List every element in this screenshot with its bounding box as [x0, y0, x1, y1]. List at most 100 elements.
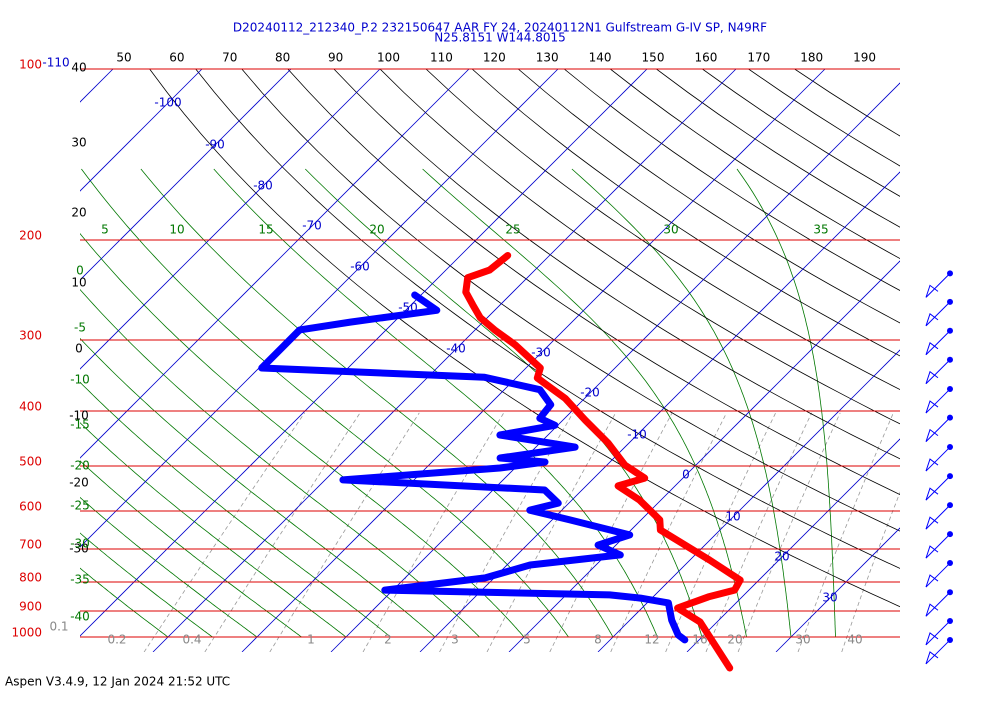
- dry-adiabat-label: 60: [169, 51, 184, 65]
- pressure-label: 300: [19, 329, 42, 343]
- footer: Aspen V3.4.9, 12 Jan 2024 21:52 UTC: [5, 675, 230, 689]
- left-height-label: 0: [75, 342, 83, 356]
- moist-adiabat: [81, 169, 568, 637]
- dry-adiabat-label: 80: [275, 51, 290, 65]
- chart-subtitle: N25.8151 W144.8015: [434, 31, 566, 45]
- wind-point: [947, 328, 953, 334]
- dry-adiabat-label: 150: [642, 51, 665, 65]
- isotherm-label: -60: [350, 260, 370, 274]
- left-height-label: 10: [71, 276, 86, 290]
- mixing-ratio-label: 0.1: [49, 620, 68, 634]
- isotherm: [331, 69, 914, 652]
- isotherm-label: -100: [154, 96, 181, 110]
- wind-point: [947, 589, 953, 595]
- dry-adiabat: [610, 69, 1000, 651]
- dry-adiabat-label: 100: [377, 51, 400, 65]
- dry-adiabat-label: 110: [430, 51, 453, 65]
- moist-adiabat: [0, 169, 302, 637]
- dry-adiabat: [334, 69, 1000, 651]
- mixing-ratio-label: 40: [847, 633, 862, 647]
- isotherm-label: -40: [446, 342, 466, 356]
- isotherm: [420, 69, 1000, 652]
- pressure-label: 1000: [11, 626, 42, 640]
- wind-point: [947, 415, 953, 421]
- dry-adiabat-label: 130: [536, 51, 559, 65]
- pressure-label: 700: [19, 538, 42, 552]
- moist-label-left: -5: [74, 321, 86, 335]
- dry-adiabat: [196, 69, 1000, 651]
- moist-label: 10: [169, 223, 184, 237]
- moist-label: 15: [258, 223, 273, 237]
- moist-label-left: -10: [70, 373, 90, 387]
- grid: [0, 69, 1000, 652]
- isotherm: [0, 69, 558, 652]
- wind-point: [947, 560, 953, 566]
- isotherm-label: -10: [627, 428, 647, 442]
- wind-point: [947, 444, 953, 450]
- isotherm-label: -110: [42, 56, 69, 70]
- mixing-ratio-label: 0.2: [107, 633, 126, 647]
- left-height-label: 20: [71, 206, 86, 220]
- dry-adiabat-label: 50: [116, 51, 131, 65]
- isotherm-label: 10: [725, 510, 740, 524]
- moist-adiabat: [0, 169, 346, 637]
- wind-point: [947, 473, 953, 479]
- moist-label-left: -20: [70, 459, 90, 473]
- moist-label: 5: [101, 223, 109, 237]
- mixing-ratio-label: 12: [644, 633, 659, 647]
- dry-adiabat: [288, 69, 1000, 651]
- moist-label: 30: [663, 223, 678, 237]
- wind-point: [947, 299, 953, 305]
- wind-point: [947, 357, 953, 363]
- mixing-ratio-label: 0.4: [182, 633, 201, 647]
- dry-adiabat-label: 170: [747, 51, 770, 65]
- isotherm: [0, 69, 291, 652]
- moist-label-left: -15: [70, 418, 90, 432]
- moist-label-left: -30: [70, 537, 90, 551]
- wind-point: [947, 386, 953, 392]
- dry-adiabat-label: 160: [694, 51, 717, 65]
- pressure-label: 100: [19, 58, 42, 72]
- left-height-label: -20: [69, 476, 89, 490]
- mixing-ratio-label: 30: [795, 633, 810, 647]
- mixing-ratio-label: 5: [523, 633, 531, 647]
- isotherm: [0, 69, 469, 652]
- pressure-label: 900: [19, 600, 42, 614]
- profile-line: [262, 295, 685, 640]
- isotherm-label: -70: [302, 219, 322, 233]
- moist-label-left: -35: [70, 573, 90, 587]
- dry-adiabat-label: 70: [222, 51, 237, 65]
- dry-adiabat: [795, 69, 1000, 651]
- mixing-ratio-line: [270, 413, 420, 652]
- isotherm: [509, 69, 1000, 652]
- isotherm-label: -90: [205, 138, 225, 152]
- mixing-ratio-line: [144, 413, 305, 652]
- dry-adiabat-label: 140: [589, 51, 612, 65]
- moist-label: 20: [369, 223, 384, 237]
- moist-adiabat: [32, 169, 524, 637]
- isotherm-label: 30: [822, 591, 837, 605]
- mixing-ratio-label: 20: [727, 633, 742, 647]
- moist-adiabat: [737, 169, 836, 637]
- dry-adiabat: [702, 69, 1000, 651]
- mixing-ratio-line: [706, 413, 812, 652]
- isotherm: [153, 69, 736, 652]
- moist-label: 35: [813, 223, 828, 237]
- wind-point: [947, 502, 953, 508]
- mixing-ratio-line: [842, 413, 932, 652]
- mixing-ratio-line: [363, 413, 504, 652]
- dry-adiabat-label: 120: [483, 51, 506, 65]
- moist-adiabat: [214, 169, 658, 637]
- left-height-label: 30: [71, 136, 86, 150]
- moist-adiabat: [0, 169, 435, 637]
- dry-adiabat-label: 180: [800, 51, 823, 65]
- isotherm-label: -20: [580, 386, 600, 400]
- mixing-ratio-label: 8: [594, 633, 602, 647]
- wind-point: [947, 637, 953, 643]
- isotherm-label: -30: [531, 346, 551, 360]
- moist-label: 25: [505, 223, 520, 237]
- isotherm: [598, 69, 1000, 652]
- left-height-label: 40: [71, 61, 86, 75]
